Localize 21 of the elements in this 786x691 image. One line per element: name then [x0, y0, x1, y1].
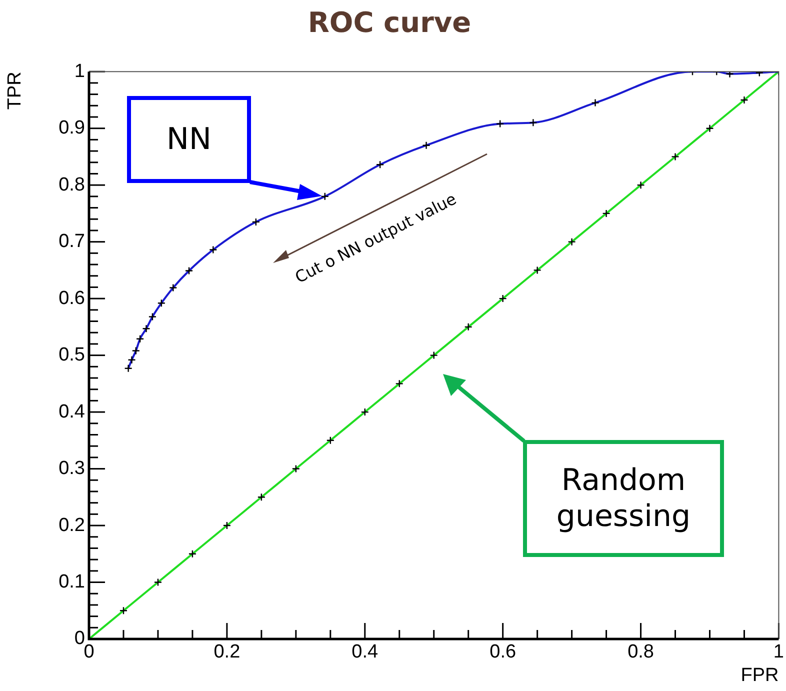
y-tick-label: 0.9 [58, 118, 85, 139]
y-tick-label: 0.7 [58, 231, 85, 252]
x-tick-label: 0.2 [214, 642, 240, 663]
annotation: Random guessing [523, 440, 724, 557]
y-tick-label: 0.5 [58, 344, 85, 366]
y-axis-title: TPR [4, 72, 26, 110]
y-tick-label: 0.2 [58, 514, 85, 536]
x-tick-label: 0.4 [352, 642, 379, 663]
annotation: NN [127, 96, 251, 183]
x-tick-label: 0.6 [490, 642, 516, 663]
y-tick-label: 1 [74, 60, 85, 82]
y-tick-label: 0 [74, 628, 85, 650]
y-tick-label: 0.3 [58, 458, 85, 480]
chart-title: ROC curve [308, 6, 472, 40]
x-tick-label: 1 [773, 642, 784, 663]
x-tick-label: 0.8 [628, 642, 654, 663]
y-tick-label: 0.6 [58, 288, 85, 309]
y-tick-label: 0.1 [58, 571, 85, 592]
y-tick-label: 0.4 [58, 401, 86, 422]
y-tick-label: 0.8 [58, 174, 85, 196]
x-axis-title: FPR [740, 664, 779, 686]
